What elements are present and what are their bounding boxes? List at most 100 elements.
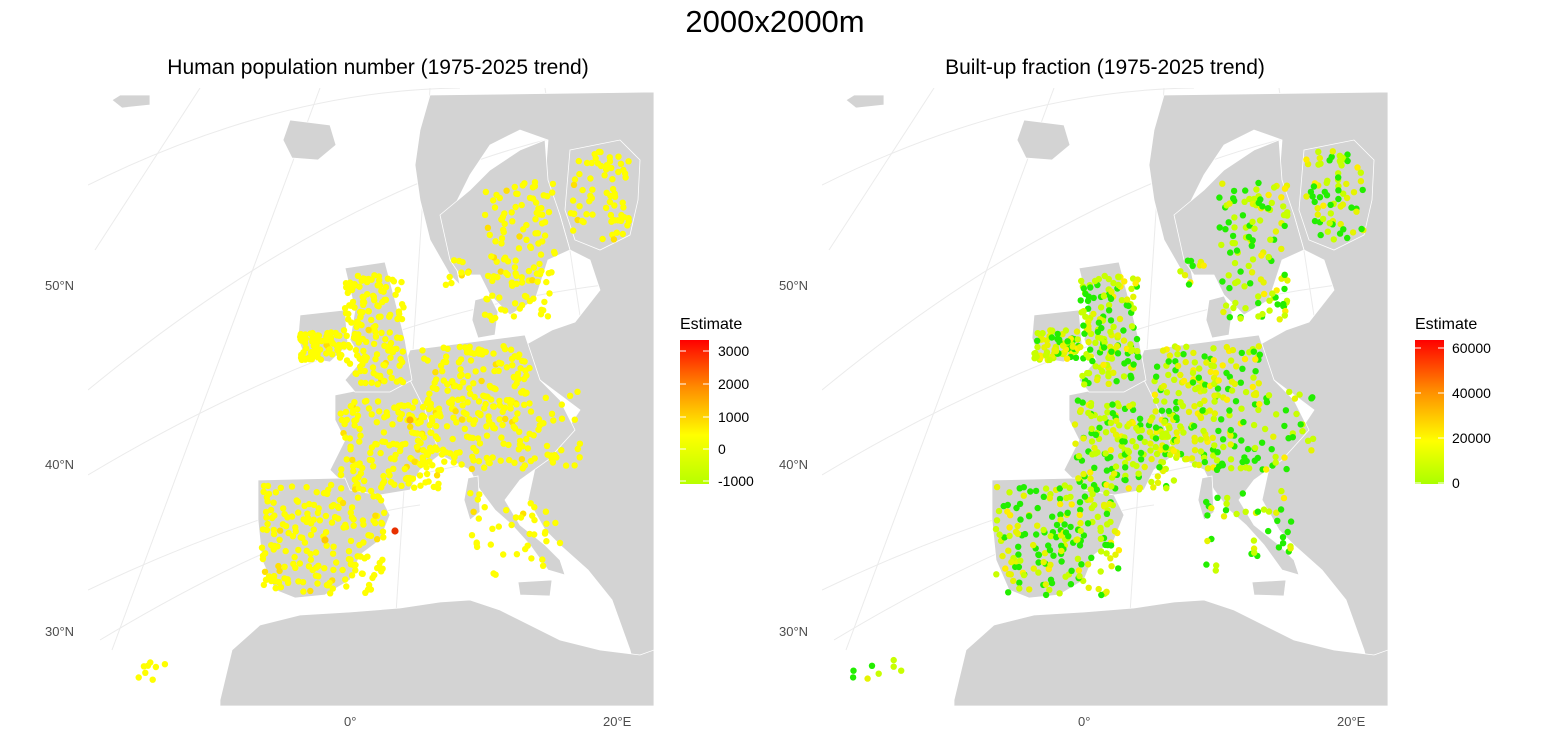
data-point xyxy=(1114,400,1121,407)
data-point xyxy=(495,523,502,530)
data-point xyxy=(625,215,632,222)
data-point xyxy=(386,442,393,449)
data-point xyxy=(620,166,627,174)
data-point xyxy=(1204,512,1211,519)
data-point xyxy=(1006,489,1013,496)
data-point xyxy=(1080,285,1088,292)
data-point xyxy=(1080,435,1087,442)
data-point xyxy=(1265,508,1273,515)
data-point xyxy=(587,175,594,182)
data-point xyxy=(575,157,582,165)
data-point xyxy=(1279,540,1287,547)
data-point xyxy=(1195,461,1203,469)
data-point xyxy=(357,313,364,320)
data-point xyxy=(301,339,309,347)
data-point xyxy=(576,454,583,461)
data-point xyxy=(1092,363,1099,370)
data-point xyxy=(483,432,491,439)
data-point xyxy=(1177,399,1184,406)
data-point xyxy=(512,514,520,521)
data-point xyxy=(521,292,529,300)
lat-label-30n: 30°N xyxy=(45,624,74,639)
data-point xyxy=(411,458,418,465)
data-point xyxy=(370,293,378,300)
data-point xyxy=(1115,547,1123,554)
data-point xyxy=(1203,434,1210,442)
data-point xyxy=(152,663,160,671)
data-point xyxy=(347,509,354,516)
data-point xyxy=(588,159,595,167)
data-point xyxy=(299,579,307,586)
data-point xyxy=(361,398,369,405)
data-point xyxy=(1087,346,1094,353)
data-point xyxy=(360,539,367,546)
data-point xyxy=(1121,360,1128,367)
data-point xyxy=(1076,511,1084,519)
data-point xyxy=(417,418,424,426)
data-point xyxy=(476,491,483,498)
data-point xyxy=(450,459,457,466)
data-point xyxy=(1353,208,1360,215)
data-point xyxy=(1248,269,1256,276)
data-point xyxy=(1160,382,1168,390)
data-point xyxy=(510,313,518,320)
data-point xyxy=(1256,351,1264,358)
data-point xyxy=(1251,225,1258,232)
data-point xyxy=(1237,465,1245,472)
data-point xyxy=(418,413,425,420)
data-point xyxy=(615,153,622,160)
data-point xyxy=(1163,389,1171,396)
data-point xyxy=(466,416,473,423)
data-point xyxy=(262,508,270,516)
data-point xyxy=(1191,438,1199,445)
data-point xyxy=(363,354,370,361)
data-point xyxy=(1274,301,1281,308)
data-point xyxy=(309,329,316,337)
data-point xyxy=(1079,399,1086,406)
data-point xyxy=(313,564,320,571)
data-point xyxy=(1075,452,1083,460)
data-point xyxy=(505,441,512,449)
data-point xyxy=(1211,398,1218,405)
data-point xyxy=(427,429,434,436)
data-point xyxy=(456,343,463,351)
data-point xyxy=(1137,449,1145,457)
data-point xyxy=(322,512,330,520)
data-point xyxy=(1190,422,1198,430)
data-point xyxy=(1002,565,1009,572)
data-point xyxy=(300,588,307,595)
data-point xyxy=(1230,195,1237,202)
data-point xyxy=(1058,547,1065,555)
data-point xyxy=(1077,519,1084,527)
data-point xyxy=(1245,465,1253,472)
data-point xyxy=(1245,262,1252,270)
data-point xyxy=(1105,301,1113,309)
data-point xyxy=(388,374,395,381)
data-point xyxy=(1148,455,1155,463)
data-point xyxy=(372,512,379,519)
data-point xyxy=(1317,231,1324,239)
data-point xyxy=(329,585,336,592)
data-point xyxy=(531,516,538,524)
data-point xyxy=(378,287,385,295)
data-point xyxy=(382,336,389,343)
data-point xyxy=(457,366,464,373)
legend-builtup: Estimate 60000 40000 20000 0 xyxy=(1415,316,1491,491)
data-point xyxy=(347,443,354,450)
data-point xyxy=(1088,412,1095,420)
data-point xyxy=(343,583,350,590)
data-point xyxy=(1314,211,1322,218)
data-point xyxy=(475,346,483,353)
data-point xyxy=(501,404,508,412)
data-point xyxy=(1335,174,1342,181)
data-point xyxy=(1107,446,1115,454)
data-point xyxy=(1220,513,1228,520)
data-point xyxy=(521,375,528,383)
data-point xyxy=(443,358,450,366)
data-point xyxy=(458,269,465,276)
data-point xyxy=(535,240,542,247)
data-point xyxy=(1326,220,1333,227)
data-point xyxy=(1025,513,1033,520)
data-point xyxy=(1191,447,1199,454)
data-point xyxy=(1202,381,1209,388)
